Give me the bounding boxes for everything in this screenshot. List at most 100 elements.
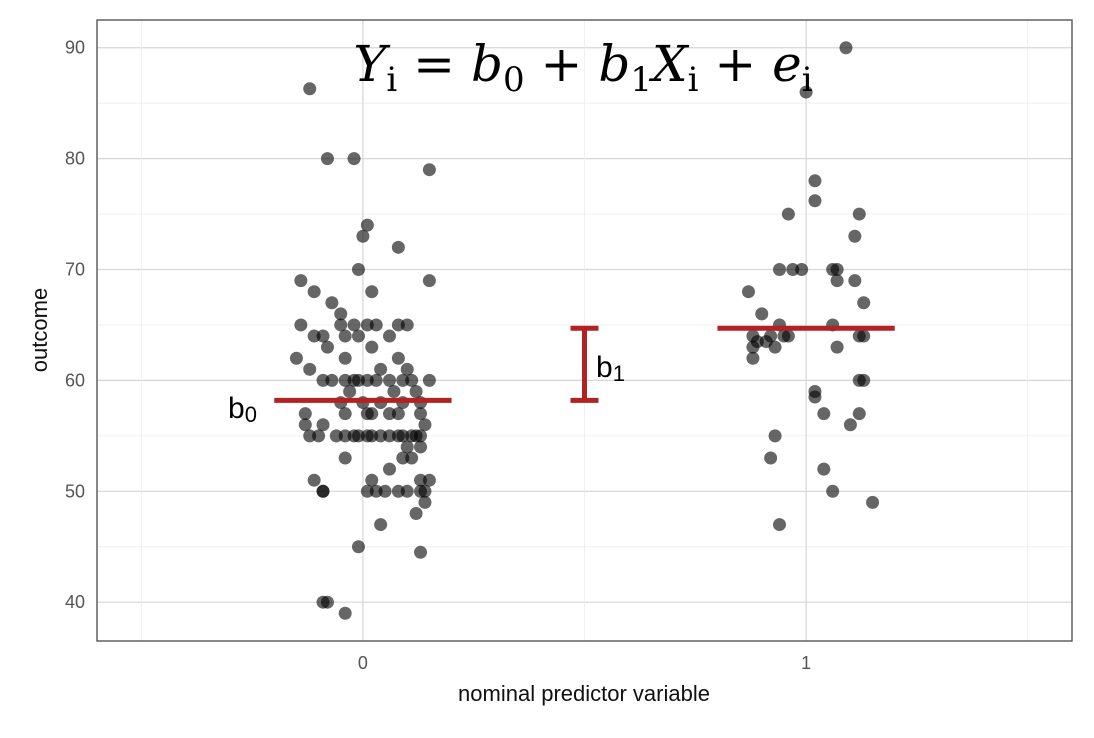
data-point xyxy=(365,340,379,354)
data-point xyxy=(764,451,778,465)
data-point xyxy=(746,351,760,365)
data-point xyxy=(857,296,871,310)
data-point xyxy=(857,373,871,387)
data-point xyxy=(391,407,405,421)
data-point xyxy=(808,174,822,188)
data-point xyxy=(830,274,844,288)
data-point xyxy=(781,329,795,343)
data-point xyxy=(383,329,396,343)
data-point xyxy=(351,263,365,277)
data-point xyxy=(409,506,423,520)
data-point xyxy=(418,484,432,498)
data-point xyxy=(422,373,436,387)
y-tick-label: 50 xyxy=(65,481,85,501)
data-point xyxy=(289,351,303,365)
data-point xyxy=(418,495,432,509)
data-point xyxy=(422,274,436,288)
data-point xyxy=(768,429,782,443)
data-point xyxy=(369,373,383,387)
data-point xyxy=(400,484,414,498)
data-point xyxy=(405,373,419,387)
data-point xyxy=(422,473,436,487)
data-point xyxy=(334,307,348,321)
data-point xyxy=(316,418,330,432)
data-point xyxy=(808,390,822,404)
data-point xyxy=(422,163,436,177)
data-point xyxy=(365,285,379,299)
data-point xyxy=(338,606,352,620)
data-point xyxy=(347,318,361,332)
data-point xyxy=(839,41,853,55)
data-point xyxy=(826,484,840,498)
x-tick-label: 0 xyxy=(358,653,368,673)
y-tick-label: 60 xyxy=(65,370,85,390)
data-point xyxy=(799,85,813,99)
data-point xyxy=(303,82,317,96)
data-point xyxy=(817,407,831,421)
data-point xyxy=(325,296,339,310)
data-point xyxy=(414,440,428,454)
y-tick-labels: 40 50 60 70 80 90 xyxy=(65,38,85,612)
data-point xyxy=(338,451,352,465)
b1-bracket xyxy=(570,325,599,403)
data-point xyxy=(316,484,330,498)
data-point xyxy=(320,595,334,609)
y-tick-label: 90 xyxy=(65,38,85,58)
b0-subscript: 0 xyxy=(245,402,257,427)
data-point xyxy=(857,329,871,343)
y-tick-label: 80 xyxy=(65,149,85,169)
data-point xyxy=(374,518,388,532)
data-point xyxy=(387,384,401,398)
data-point xyxy=(316,329,330,343)
data-point xyxy=(369,318,383,332)
y-axis-title: outcome xyxy=(27,288,52,372)
data-point xyxy=(781,207,795,221)
data-point xyxy=(400,318,414,332)
data-point xyxy=(400,362,414,376)
data-point xyxy=(294,274,308,288)
b1-subscript: 1 xyxy=(613,361,625,386)
data-point xyxy=(866,495,880,509)
data-point xyxy=(298,418,312,432)
b1-label: b1 xyxy=(596,351,625,386)
data-point xyxy=(378,484,392,498)
data-point xyxy=(755,307,769,321)
data-point xyxy=(343,384,357,398)
x-tick-label: 1 xyxy=(801,653,811,673)
data-point xyxy=(351,329,365,343)
data-point xyxy=(773,263,786,277)
b0-label: b0 xyxy=(228,392,257,427)
b0-letter: b xyxy=(228,392,245,425)
data-point xyxy=(400,440,414,454)
data-point xyxy=(312,429,326,443)
data-point xyxy=(356,229,370,243)
data-point xyxy=(391,351,405,365)
data-point xyxy=(817,462,831,476)
data-point xyxy=(773,518,786,532)
data-point xyxy=(374,362,388,376)
data-point xyxy=(852,207,866,221)
data-point xyxy=(391,240,405,254)
data-point xyxy=(365,473,379,487)
data-point xyxy=(307,285,321,299)
data-point xyxy=(383,373,396,387)
data-point xyxy=(338,351,352,365)
data-point xyxy=(746,340,760,354)
data-point xyxy=(843,418,857,432)
model-formula: Yi = b0 + b1Xi + ei xyxy=(353,35,812,100)
data-point xyxy=(848,229,862,243)
data-point xyxy=(338,407,352,421)
data-point xyxy=(320,152,334,166)
y-tick-label: 40 xyxy=(65,592,85,612)
data-point xyxy=(325,373,339,387)
data-point xyxy=(320,340,334,354)
data-point xyxy=(414,429,428,443)
data-point xyxy=(365,407,379,421)
data-point xyxy=(383,462,396,476)
data-point xyxy=(414,545,428,559)
data-points xyxy=(289,41,880,620)
data-point xyxy=(852,407,866,421)
data-point xyxy=(307,473,321,487)
